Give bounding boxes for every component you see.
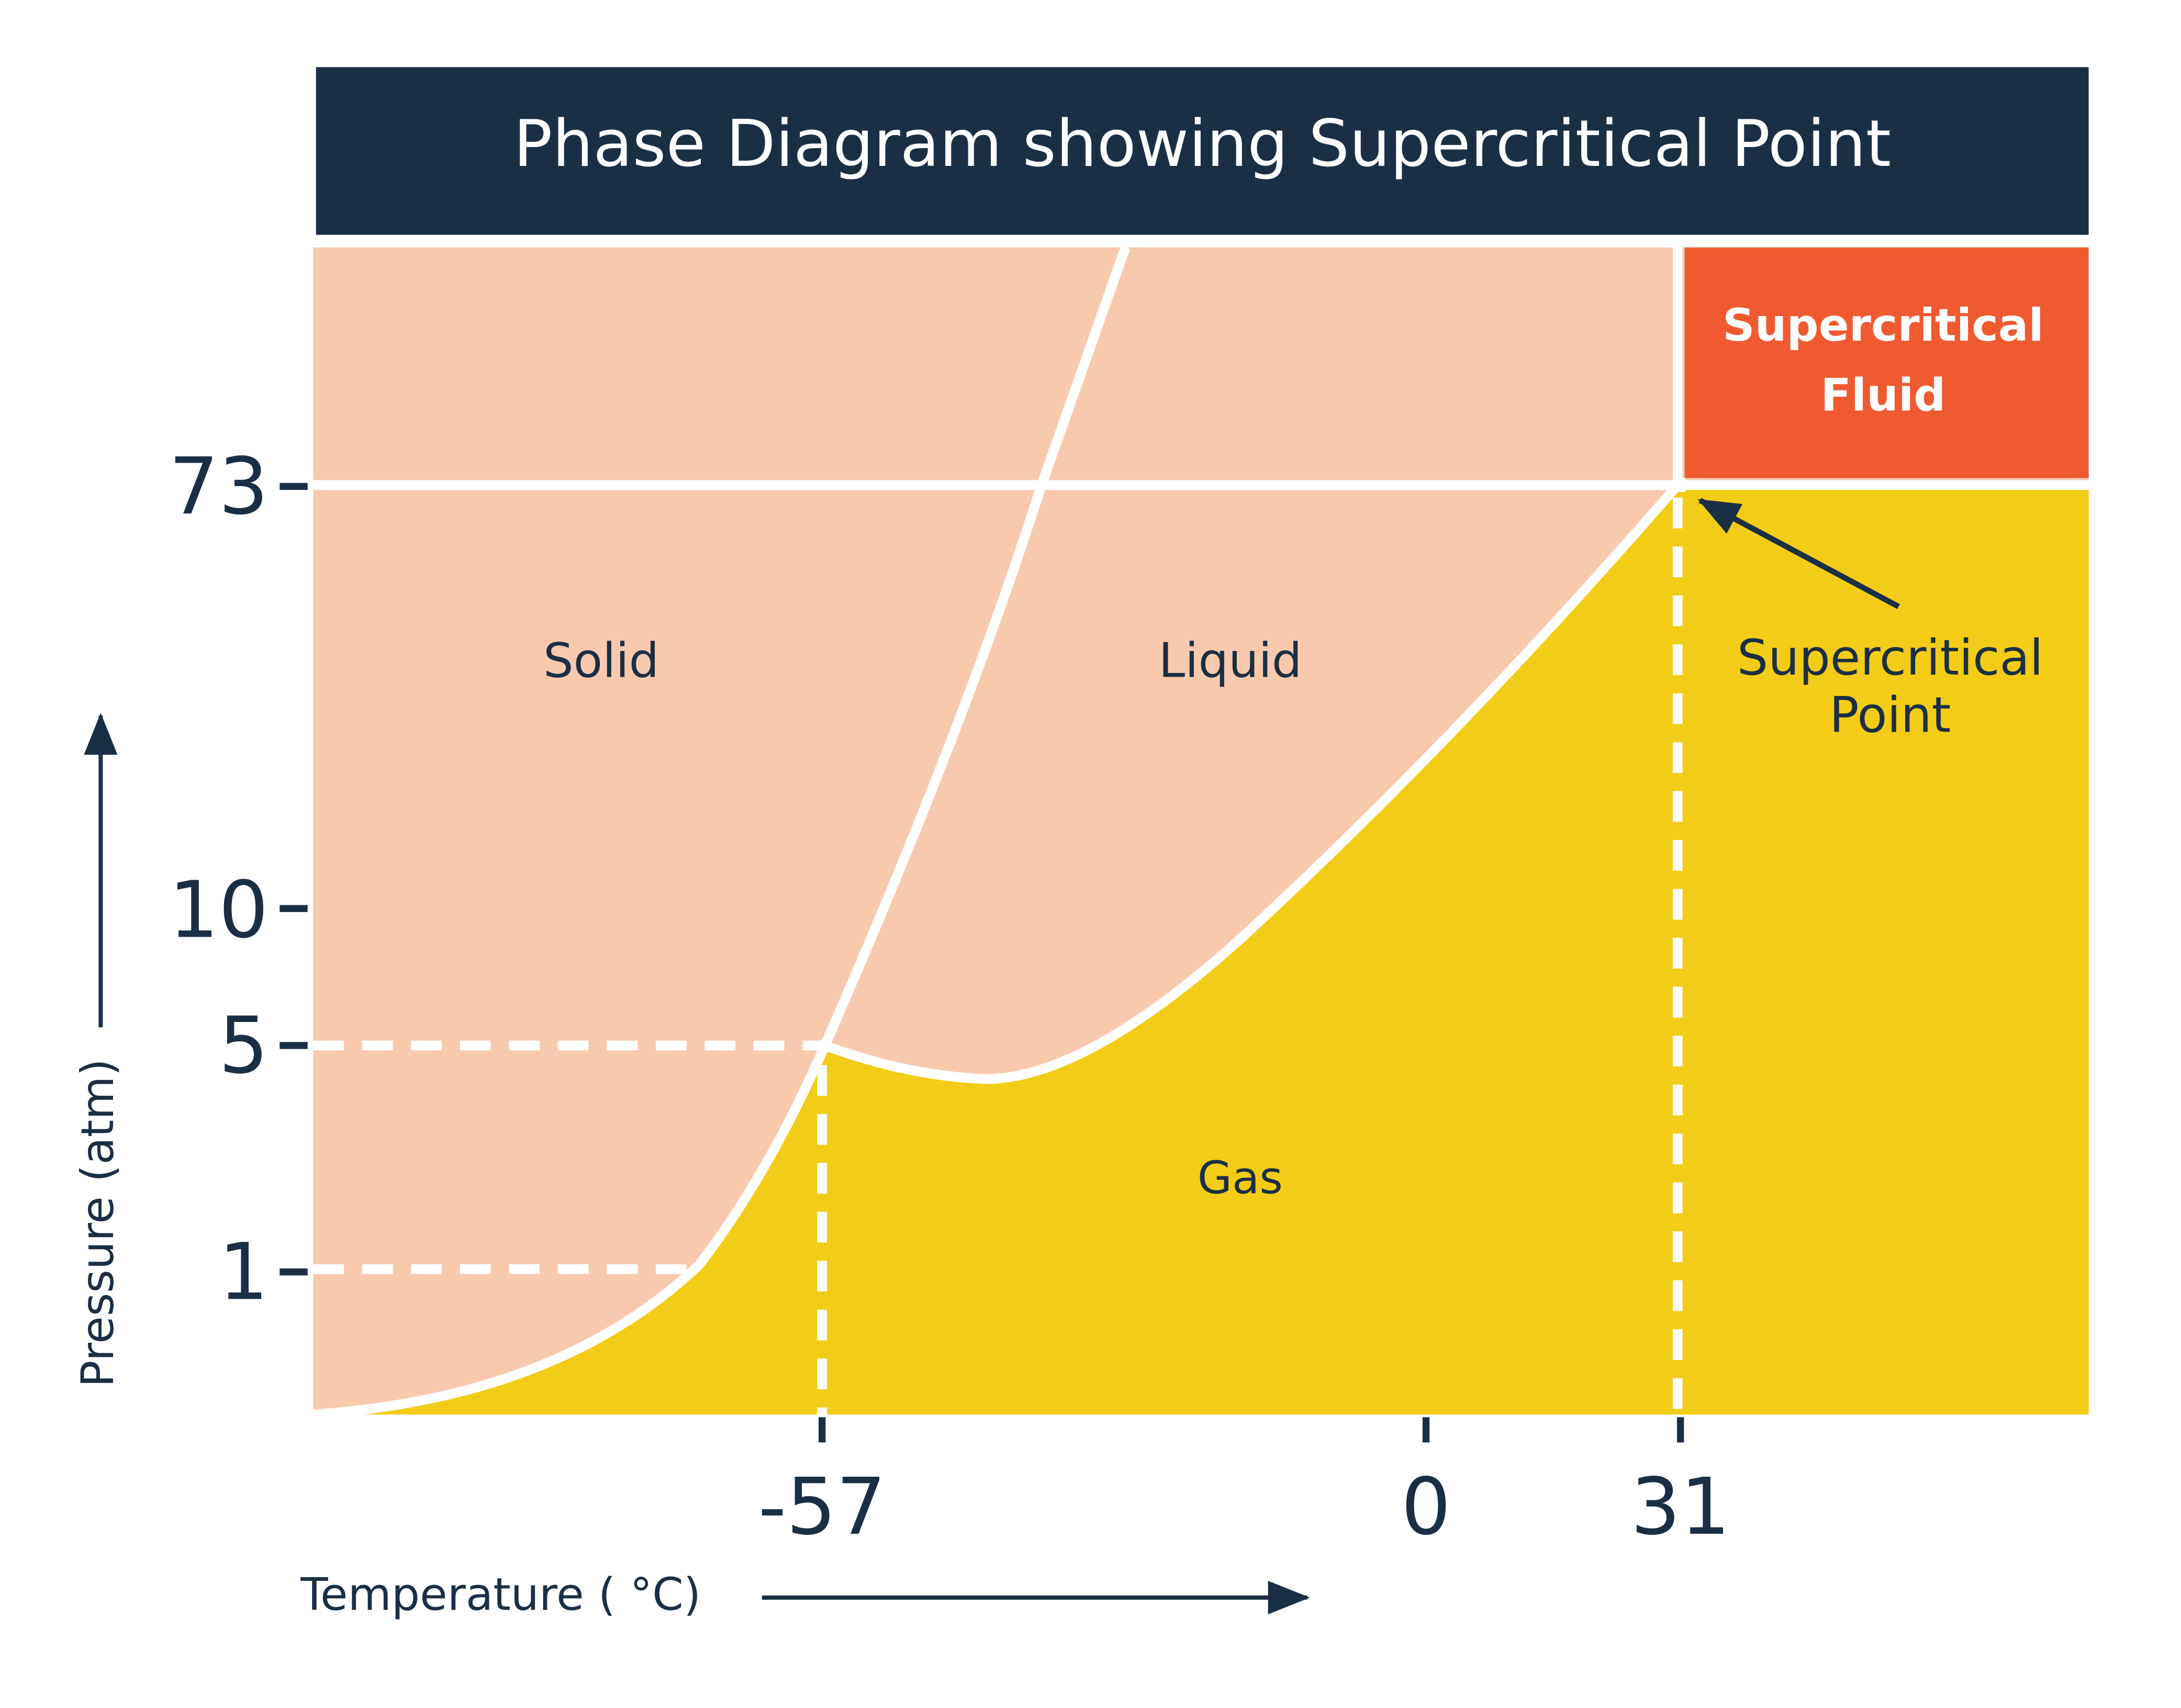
y-tick-label: 10 bbox=[169, 865, 269, 956]
y-axis-label: Pressure (atm) bbox=[72, 1059, 124, 1387]
title: Phase Diagram showing Supercritical Poin… bbox=[513, 106, 1891, 181]
y-tick-label: 5 bbox=[219, 1001, 269, 1092]
phase-boundaries bbox=[312, 245, 2089, 1420]
solid-label: Solid bbox=[543, 634, 659, 689]
x-tick-label: -57 bbox=[758, 1462, 886, 1553]
gas-label: Gas bbox=[1198, 1152, 1283, 1204]
title-bar bbox=[316, 67, 2089, 235]
x-tick-label: 31 bbox=[1631, 1462, 1730, 1553]
annotation-arrow bbox=[1697, 498, 1900, 609]
x-axis-label: Temperature ( °C) bbox=[300, 1569, 701, 1621]
sublimation-vaporization-curve bbox=[312, 481, 1682, 1420]
x-tick-label: 0 bbox=[1401, 1462, 1451, 1553]
annotation-text: Supercritical bbox=[1737, 630, 2043, 687]
supercritical-fluid-label: Supercritical bbox=[1723, 300, 2044, 352]
y-tick-label: 1 bbox=[219, 1227, 269, 1318]
y-tick-marks bbox=[279, 482, 308, 1276]
annotation-text: Point bbox=[1829, 687, 1951, 744]
melting-curve bbox=[820, 245, 1131, 1048]
x-tick-marks bbox=[818, 1417, 1684, 1443]
supercritical-region bbox=[1684, 247, 2089, 478]
y-tick-label: 73 bbox=[169, 441, 269, 532]
guide-lines bbox=[313, 497, 1683, 1440]
supercritical-fluid-label: Fluid bbox=[1820, 370, 1945, 422]
liquid-label: Liquid bbox=[1159, 634, 1302, 689]
